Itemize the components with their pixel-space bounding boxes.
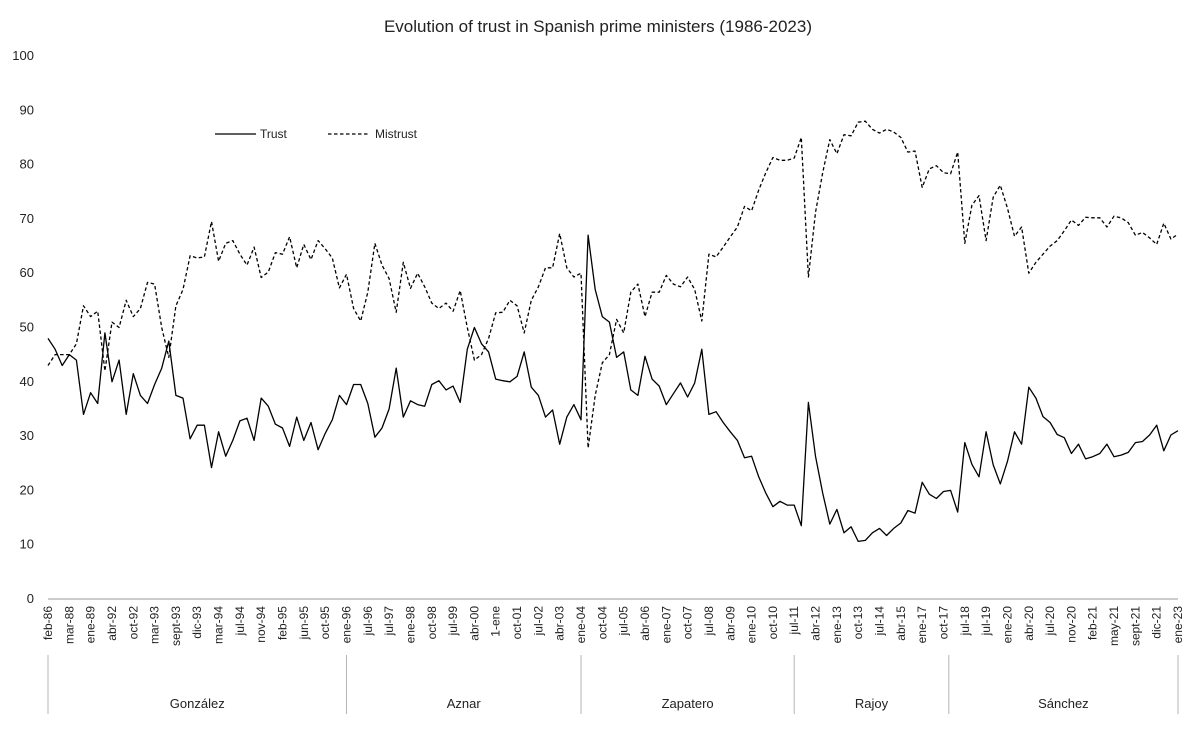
y-tick-label: 40 [20, 374, 34, 389]
x-tick-label: jul-97 [382, 606, 396, 637]
legend-label-mistrust: Mistrust [375, 127, 418, 141]
x-tick-label: mar-93 [148, 606, 162, 644]
y-tick-label: 90 [20, 102, 34, 117]
x-tick-label: jul-18 [958, 606, 972, 637]
x-tick-label: dic-93 [190, 606, 204, 639]
legend: Trust Mistrust [215, 127, 418, 141]
y-tick-label: 70 [20, 211, 34, 226]
x-tick-label: sept-21 [1128, 606, 1142, 646]
x-tick-label: oct-10 [766, 606, 780, 640]
x-tick-label: ene-23 [1171, 606, 1185, 644]
y-tick-label: 30 [20, 428, 34, 443]
y-tick-label: 60 [20, 265, 34, 280]
x-tick-label: oct-13 [851, 606, 865, 640]
x-tick-label: jul-19 [979, 606, 993, 637]
x-tick-label: feb-95 [276, 606, 290, 640]
series-line-mistrust [47, 120, 1179, 449]
legend-label-trust: Trust [260, 127, 288, 141]
x-tick-label: oct-95 [318, 606, 332, 640]
x-tick-label: oct-07 [681, 606, 695, 640]
x-tick-label: abr-12 [809, 606, 823, 641]
x-tick-label: nov-94 [254, 606, 268, 643]
x-tick-label: feb-21 [1086, 606, 1100, 640]
x-tick-label: abr-15 [894, 606, 908, 641]
x-tick-label: feb-86 [41, 606, 55, 640]
y-axis: 0 10 20 30 40 50 60 70 80 90 100 [12, 48, 34, 606]
x-tick-label: oct-92 [126, 606, 140, 640]
x-tick-label: jul-14 [873, 606, 887, 637]
y-tick-label: 20 [20, 482, 34, 497]
x-tick-label: jul-99 [446, 606, 460, 637]
x-tick-label: ene-20 [1000, 606, 1014, 644]
series-lines [47, 120, 1179, 543]
y-tick-label: 50 [20, 320, 34, 335]
x-tick-label: ene-17 [915, 606, 929, 644]
x-axis: feb-86 mar-88 ene-89 abr-92 oct-92 mar-93 sept… [41, 598, 1185, 646]
x-tick-label: jul-20 [1043, 606, 1057, 637]
x-tick-label: abr-92 [105, 606, 119, 641]
x-tick-label: jun-95 [297, 606, 311, 641]
group-label: Aznar [447, 696, 482, 711]
prime-minister-groups: González Aznar Zapatero Rajoy Sánchez [47, 655, 1179, 714]
group-label: González [170, 696, 225, 711]
y-tick-label: 10 [20, 537, 34, 552]
x-tick-label: oct-01 [510, 606, 524, 640]
x-tick-label: abr-09 [723, 606, 737, 641]
series-line-trust [47, 234, 1179, 543]
x-tick-label: jul-96 [361, 606, 375, 637]
x-tick-label: may-21 [1107, 606, 1121, 646]
group-label: Sánchez [1038, 696, 1089, 711]
x-tick-label: 1-ene [489, 606, 503, 637]
group-label: Rajoy [855, 696, 889, 711]
x-tick-label: ene-89 [84, 606, 98, 644]
x-tick-label: ene-04 [574, 606, 588, 644]
x-tick-label: ene-07 [659, 606, 673, 644]
x-tick-label: nov-20 [1064, 606, 1078, 643]
x-tick-label: oct-98 [425, 606, 439, 640]
group-label: Zapatero [662, 696, 714, 711]
x-tick-label: oct-04 [595, 606, 609, 640]
x-tick-label: jul-02 [531, 606, 545, 637]
x-tick-label: sept-93 [169, 606, 183, 646]
x-tick-label: jul-94 [233, 606, 247, 637]
x-tick-label: jul-05 [617, 606, 631, 637]
x-tick-label: abr-06 [638, 606, 652, 641]
x-tick-label: oct-17 [936, 606, 950, 640]
x-tick-label: abr-20 [1022, 606, 1036, 641]
x-tick-label: ene-13 [830, 606, 844, 644]
y-tick-label: 0 [27, 591, 34, 606]
y-tick-label: 100 [12, 48, 34, 63]
x-tick-label: mar-88 [62, 606, 76, 644]
x-tick-label: abr-00 [467, 606, 481, 641]
x-tick-label: dic-21 [1150, 606, 1164, 639]
x-tick-label: ene-98 [403, 606, 417, 644]
x-tick-label: abr-03 [553, 606, 567, 641]
x-tick-label: jul-08 [702, 606, 716, 637]
x-tick-label: ene-96 [339, 606, 353, 644]
chart-title: Evolution of trust in Spanish prime mini… [384, 17, 812, 36]
x-tick-label: ene-10 [745, 606, 759, 644]
y-tick-label: 80 [20, 157, 34, 172]
x-tick-label: jul-11 [787, 606, 801, 636]
x-tick-label: mar-94 [212, 606, 226, 644]
